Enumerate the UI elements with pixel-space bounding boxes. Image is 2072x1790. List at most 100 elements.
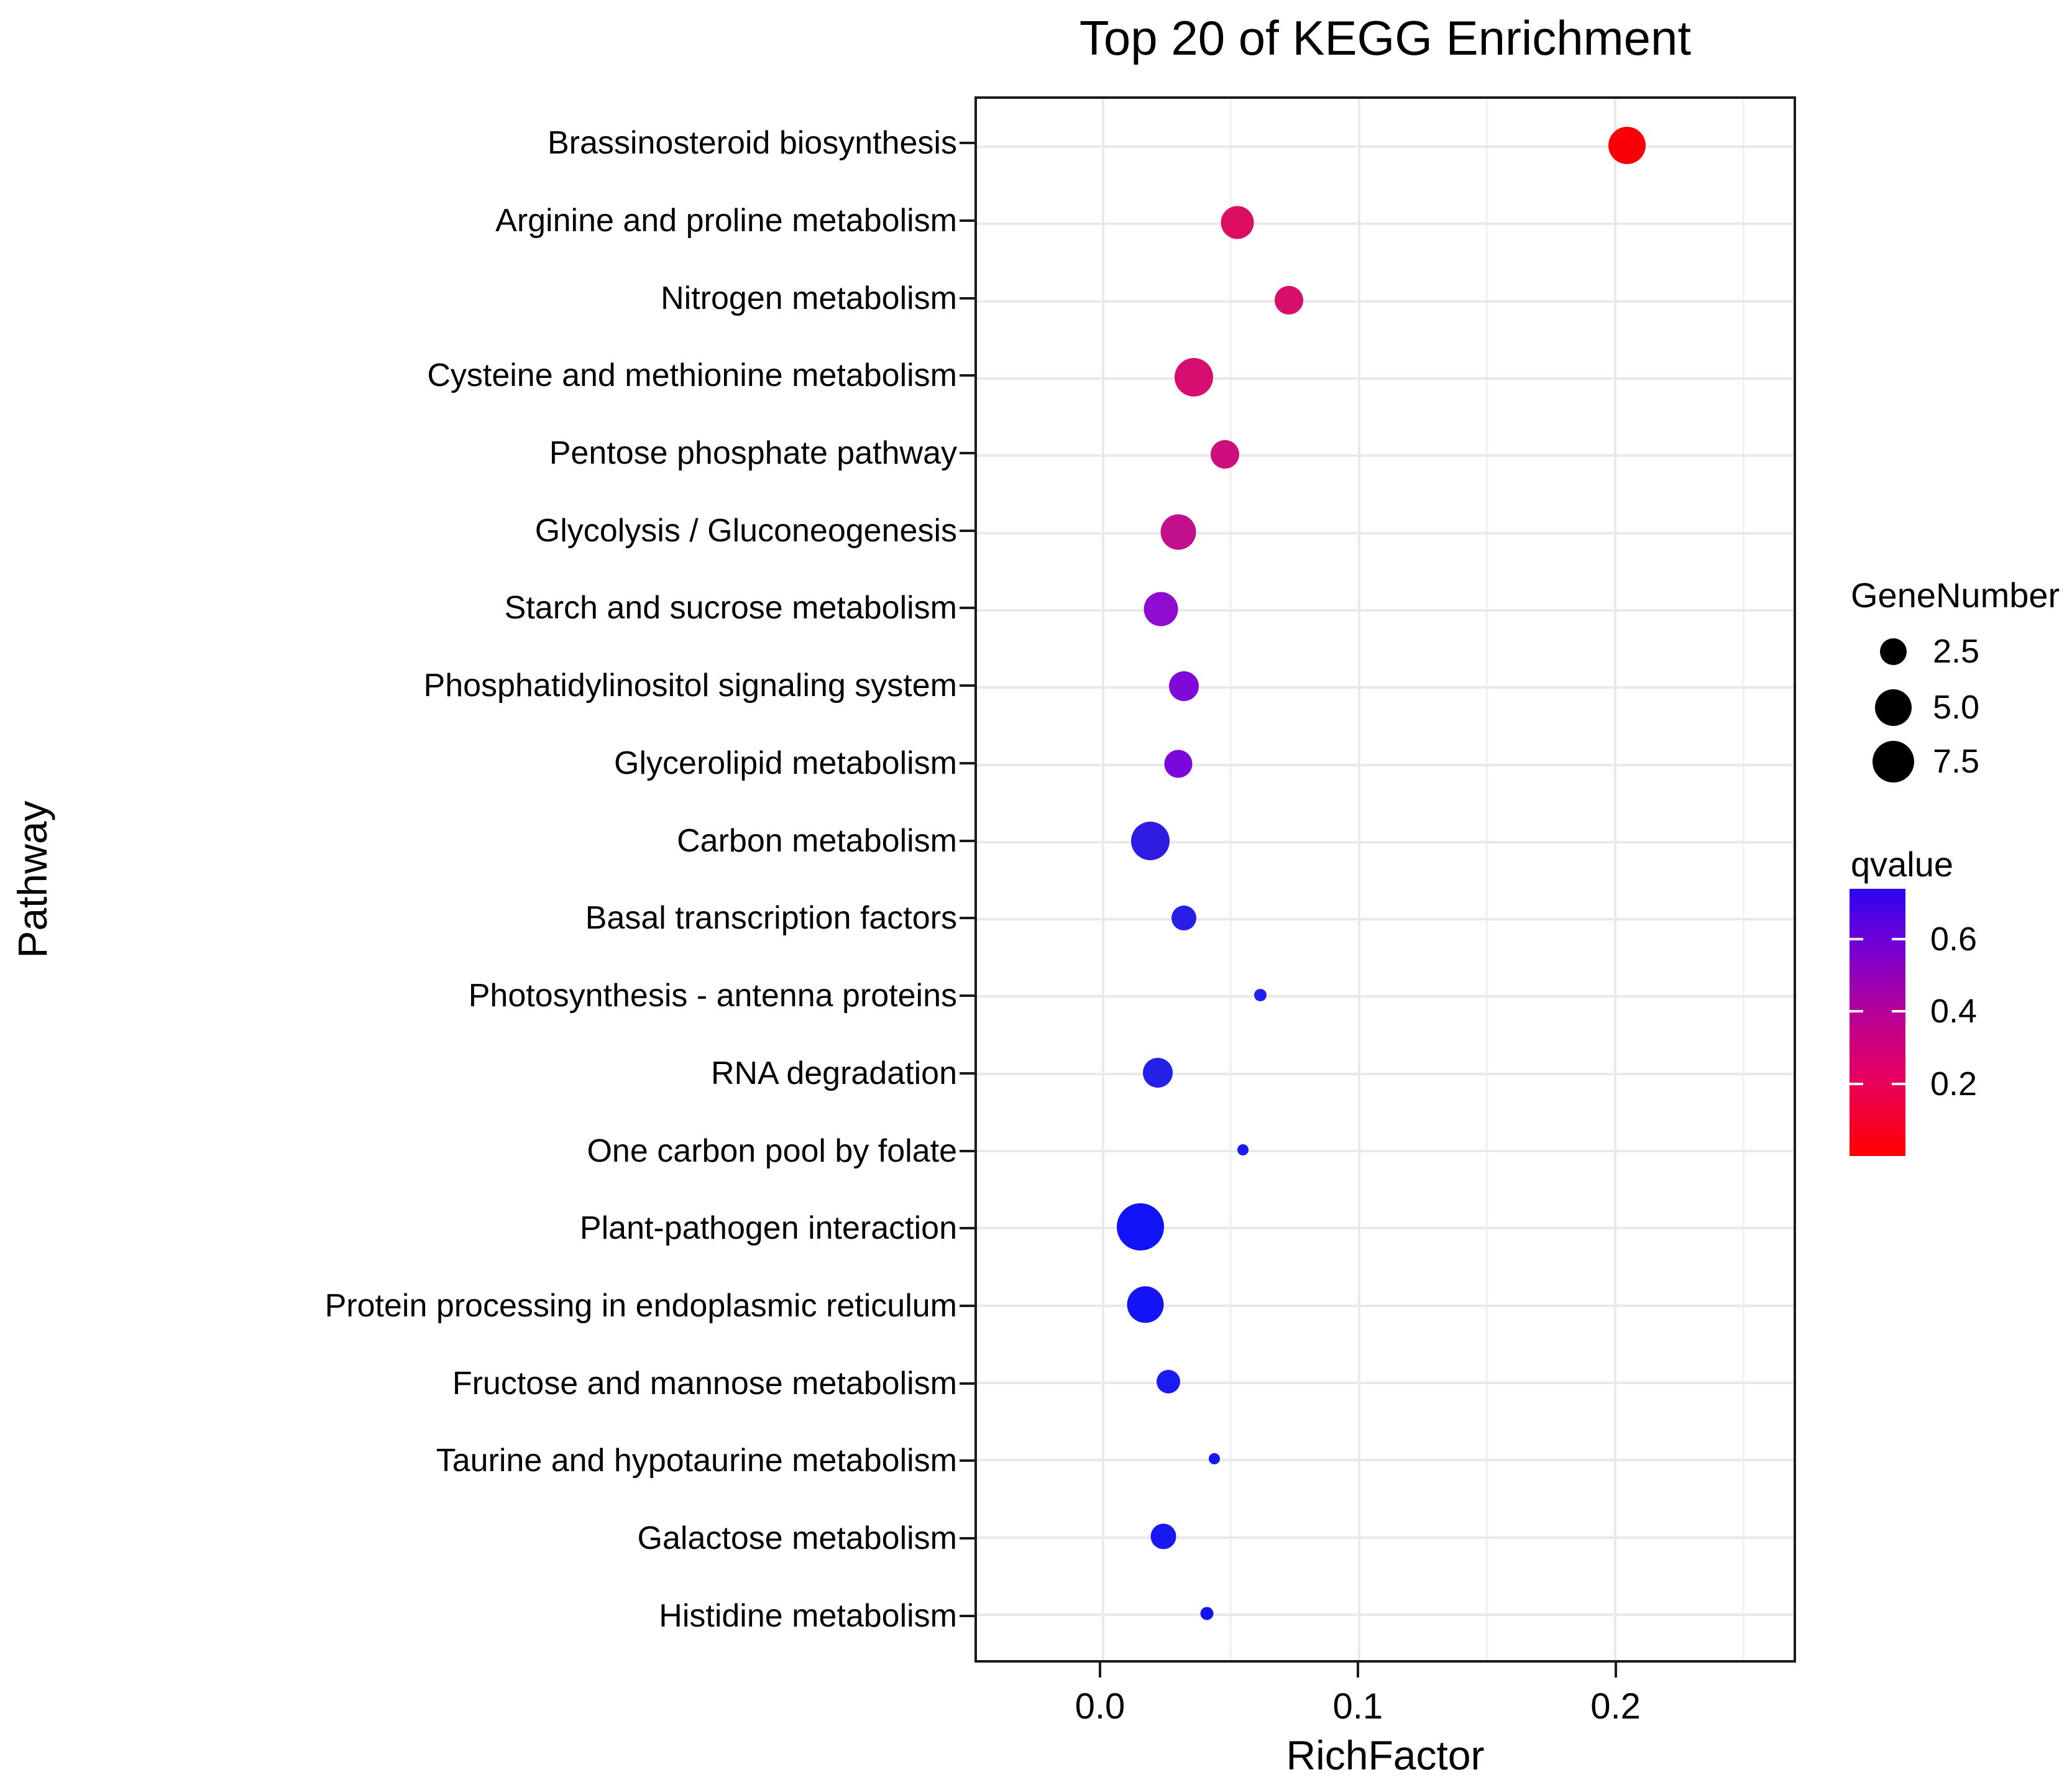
y-axis-tick-marks bbox=[960, 96, 974, 1663]
data-point-bubble bbox=[1209, 1453, 1221, 1465]
size-legend-dot-wrap bbox=[1864, 740, 1922, 783]
gridline-y bbox=[977, 1536, 1794, 1539]
size-legend-dot-wrap bbox=[1864, 689, 1922, 726]
y-axis-label: Brassinosteroid biosynthesis bbox=[548, 125, 957, 162]
y-axis-tick bbox=[960, 761, 974, 764]
data-point-bubble bbox=[1156, 1370, 1180, 1394]
data-point-bubble bbox=[1160, 514, 1196, 549]
colorbar-tick-label: 0.6 bbox=[1930, 920, 1978, 958]
gridline-major-x bbox=[1358, 99, 1361, 1660]
y-axis-labels: Brassinosteroid biosynthesis Arginine and… bbox=[0, 96, 957, 1663]
x-axis-tick-marks bbox=[974, 1663, 1796, 1679]
size-legend-title: GeneNumber bbox=[1851, 576, 2060, 615]
y-axis-label: Histidine metabolism bbox=[659, 1597, 957, 1634]
y-axis-label: Galactose metabolism bbox=[637, 1520, 957, 1557]
y-axis-tick bbox=[960, 607, 974, 610]
data-point-bubble bbox=[1131, 821, 1170, 860]
gridline-y bbox=[977, 1072, 1794, 1075]
y-axis-tick bbox=[960, 1304, 974, 1307]
y-axis-label: Nitrogen metabolism bbox=[661, 280, 957, 316]
size-legend-dot bbox=[1874, 689, 1912, 726]
size-legend-dot-wrap bbox=[1864, 638, 1922, 665]
data-point-bubble bbox=[1127, 1286, 1164, 1323]
gridline-y bbox=[977, 145, 1794, 148]
y-axis-tick bbox=[960, 839, 974, 842]
data-point-bubble bbox=[1164, 750, 1193, 778]
x-axis-label: 0.0 bbox=[1075, 1686, 1125, 1727]
gridline-major-x bbox=[1614, 99, 1617, 1660]
gridline-y bbox=[977, 1304, 1794, 1307]
gridline-y bbox=[977, 531, 1794, 535]
gridline-y bbox=[977, 1150, 1794, 1153]
qvalue-colorbar bbox=[1850, 889, 1905, 1156]
chart-title: Top 20 of KEGG Enrichment bbox=[1079, 11, 1692, 65]
y-axis-tick bbox=[960, 684, 974, 687]
x-axis-tick bbox=[1356, 1663, 1359, 1678]
y-axis-tick bbox=[960, 1537, 974, 1540]
y-axis-label: Basal transcription factors bbox=[585, 900, 957, 937]
y-axis-label: Phosphatidylinositol signaling system bbox=[423, 668, 957, 704]
x-axis-tick-labels: 0.0 0.1 0.2 bbox=[974, 1686, 1796, 1729]
y-axis-label: Plant-pathogen interaction bbox=[579, 1210, 957, 1247]
y-axis-label: Protein processing in endoplasmic reticu… bbox=[324, 1287, 957, 1324]
gridline-y bbox=[977, 918, 1794, 921]
gridline-y bbox=[977, 377, 1794, 380]
gridline-y bbox=[977, 995, 1794, 998]
data-point-bubble bbox=[1171, 906, 1196, 931]
data-point-bubble bbox=[1608, 126, 1646, 164]
gridline-y bbox=[977, 608, 1794, 612]
y-axis-tick bbox=[960, 1227, 974, 1230]
gridline-y bbox=[977, 1459, 1794, 1462]
data-point-bubble bbox=[1237, 1144, 1249, 1156]
gridline-y bbox=[977, 1382, 1794, 1385]
y-axis-label: Carbon metabolism bbox=[677, 822, 957, 859]
y-axis-label: Glycerolipid metabolism bbox=[614, 745, 957, 781]
colorbar-tick-dash bbox=[1892, 938, 1905, 941]
colorbar-tick-dash bbox=[1850, 1082, 1863, 1085]
size-legend-dot bbox=[1879, 638, 1907, 665]
data-point-bubble bbox=[1221, 206, 1254, 239]
y-axis-tick bbox=[960, 1614, 974, 1617]
y-axis-label: RNA degradation bbox=[710, 1055, 957, 1091]
size-legend-label: 5.0 bbox=[1933, 689, 1980, 726]
colorbar-tick-label: 0.2 bbox=[1930, 1065, 1978, 1103]
y-axis-label: Starch and sucrose metabolism bbox=[504, 590, 957, 626]
data-point-bubble bbox=[1144, 592, 1178, 626]
x-axis-label: 0.2 bbox=[1590, 1686, 1641, 1727]
y-axis-tick bbox=[960, 994, 974, 998]
y-axis-tick bbox=[960, 219, 974, 222]
colorbar-tick-dash bbox=[1892, 1010, 1905, 1013]
data-point-bubble bbox=[1254, 989, 1267, 1002]
data-point-bubble bbox=[1200, 1607, 1214, 1620]
size-legend-label: 7.5 bbox=[1933, 743, 1980, 780]
data-point-bubble bbox=[1143, 1057, 1173, 1088]
y-axis-tick bbox=[960, 529, 974, 532]
y-axis-tick bbox=[960, 1382, 974, 1385]
y-axis-tick bbox=[960, 374, 974, 377]
gridline-y bbox=[977, 223, 1794, 226]
colorbar-tick-dash bbox=[1850, 938, 1863, 941]
x-axis-tick bbox=[1614, 1663, 1617, 1678]
y-axis-tick bbox=[960, 296, 974, 300]
y-axis-tick bbox=[960, 1459, 974, 1462]
data-point-bubble bbox=[1175, 357, 1214, 397]
x-axis-tick bbox=[1099, 1663, 1101, 1678]
y-axis-tick bbox=[960, 917, 974, 920]
y-axis-tick bbox=[960, 1072, 974, 1075]
gridline-y bbox=[977, 300, 1794, 303]
gridline-y bbox=[977, 686, 1794, 689]
x-axis-label: 0.1 bbox=[1332, 1686, 1383, 1727]
data-point-bubble bbox=[1210, 440, 1239, 469]
x-axis-title: RichFactor bbox=[1286, 1732, 1485, 1778]
plot-panel bbox=[974, 96, 1796, 1663]
gridline-y bbox=[977, 840, 1794, 843]
y-axis-label: Taurine and hypotaurine metabolism bbox=[436, 1443, 957, 1479]
colorbar-tick-dash bbox=[1892, 1082, 1905, 1085]
color-legend-title: qvalue bbox=[1851, 845, 1954, 884]
data-point-bubble bbox=[1168, 671, 1199, 702]
gridline-y bbox=[977, 1227, 1794, 1230]
y-axis-tick bbox=[960, 142, 974, 145]
y-axis-label: Photosynthesis - antenna proteins bbox=[468, 978, 957, 1014]
gridline-y bbox=[977, 763, 1794, 766]
